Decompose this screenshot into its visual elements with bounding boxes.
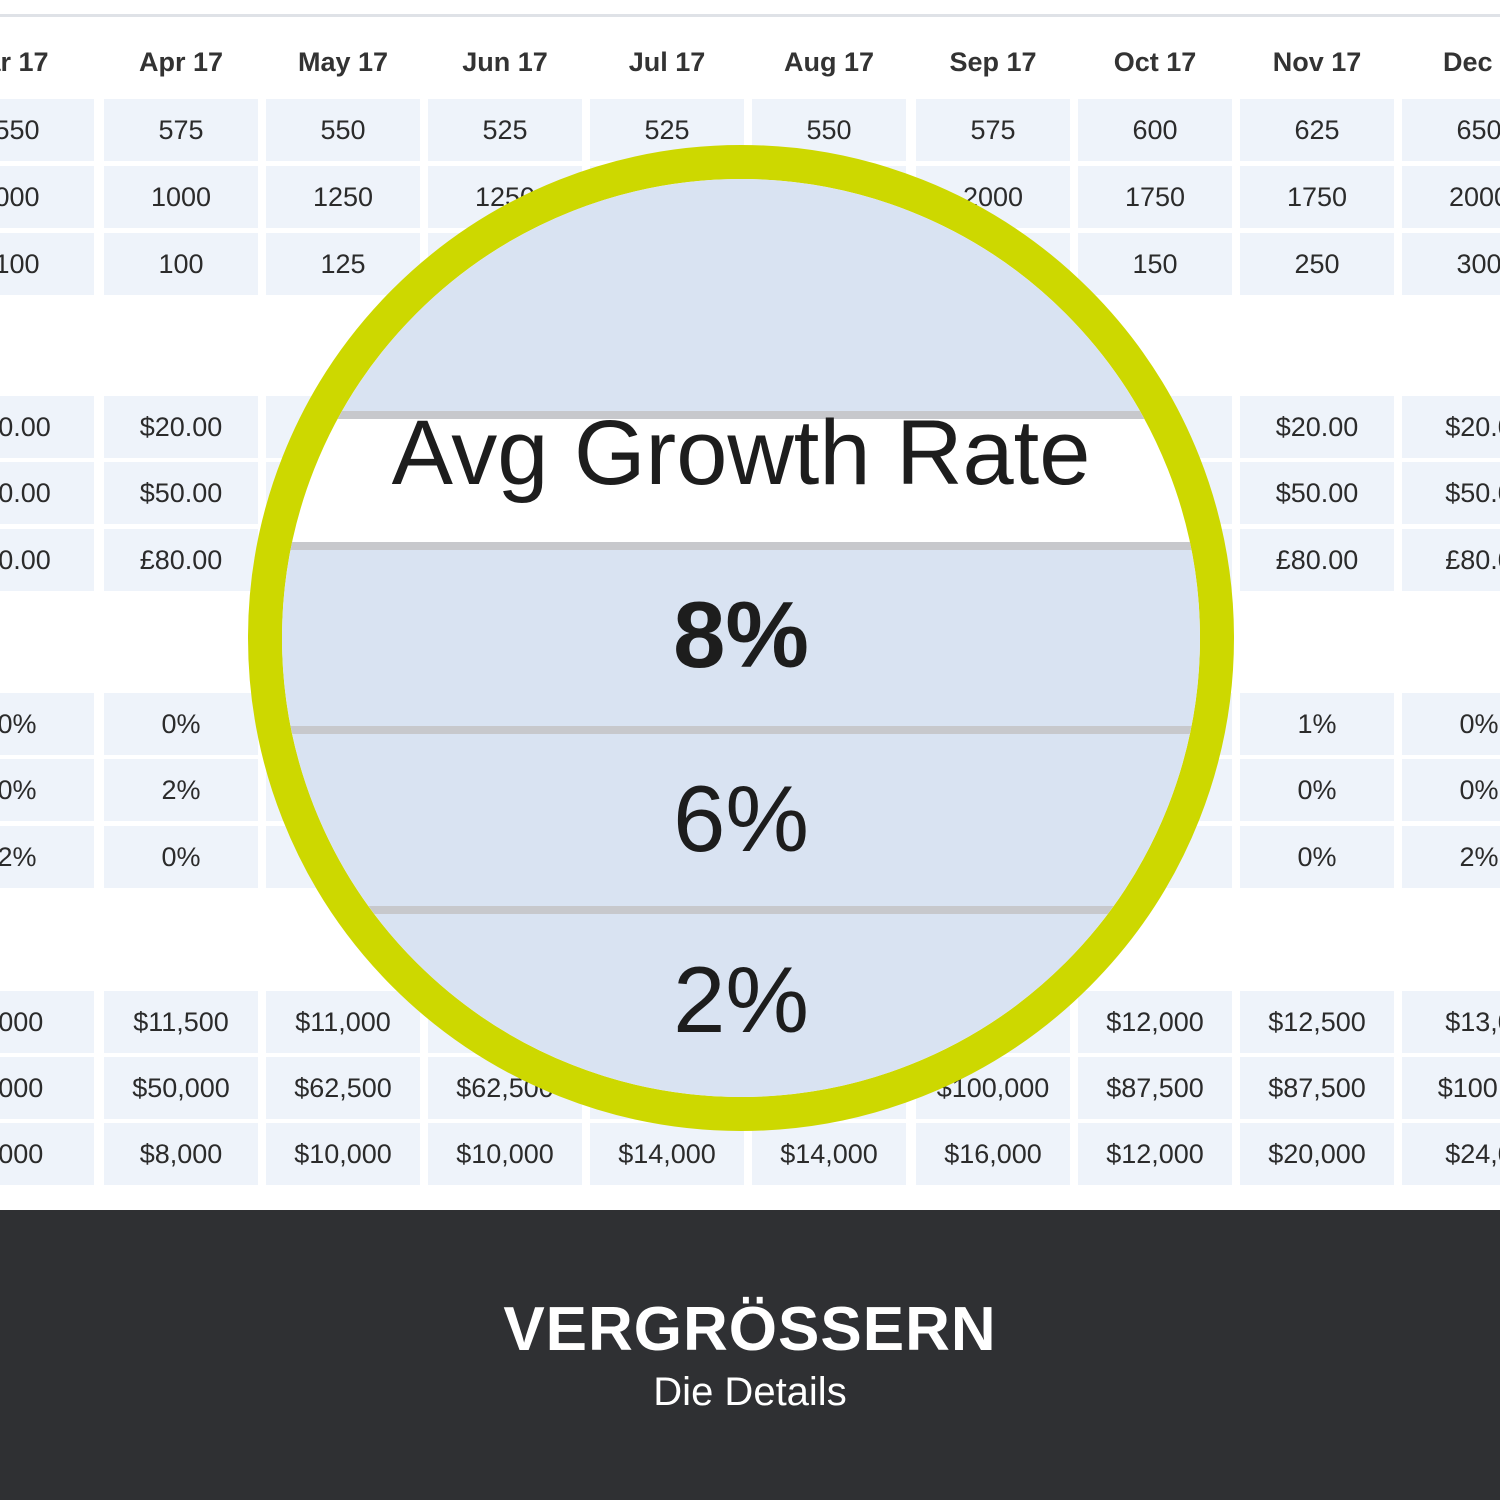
magnifier-value-1: 8% — [673, 582, 809, 687]
table-cell: 20.00 — [0, 396, 94, 458]
table-cell: $87,500 — [1240, 1057, 1394, 1119]
table-cell: 0% — [104, 826, 258, 888]
table-cell: 0% — [1402, 693, 1500, 755]
magnifier-circle: Avg Growth Rate 8% 6% 2% — [248, 145, 1234, 1131]
table-cell: $11,500 — [104, 991, 258, 1053]
magnifier-row-1 — [282, 550, 1200, 726]
table-cell: ,000 — [0, 1057, 94, 1119]
column-header: Oct 17 — [1113, 46, 1197, 77]
table-cell: £80.00 — [1240, 529, 1394, 591]
column-header: Sep 17 — [949, 46, 1037, 77]
footer-banner: VERGRÖSSERN Die Details — [0, 1210, 1500, 1500]
table-cell: 625 — [1240, 99, 1394, 161]
table-cell: 2% — [104, 759, 258, 821]
table-cell: $20.00 — [104, 396, 258, 458]
table-cell: $14,000 — [752, 1123, 906, 1185]
table-cell: 575 — [916, 99, 1070, 161]
table-cell: $100,0 — [1402, 1057, 1500, 1119]
column-header: Jun 17 — [462, 46, 548, 77]
table-cell: 0% — [104, 693, 258, 755]
table-cell: 525 — [428, 99, 582, 161]
table-cell: 650 — [1402, 99, 1500, 161]
table-cell: $24,0 — [1402, 1123, 1500, 1185]
table-cell: $13,0 — [1402, 991, 1500, 1053]
table-cell: $8,000 — [104, 1123, 258, 1185]
magnifier-row-top — [282, 179, 1200, 413]
column-header: Aug 17 — [783, 46, 875, 77]
magnifier-separator — [282, 726, 1200, 734]
table-cell: 1% — [1240, 693, 1394, 755]
top-divider — [0, 14, 1500, 17]
column-header: Jul 17 — [628, 46, 706, 77]
magnifier-heading: Avg Growth Rate — [391, 402, 1091, 504]
table-cell: 1000 — [104, 166, 258, 228]
column-header: May 17 — [297, 46, 389, 77]
table-cell: 550 — [266, 99, 420, 161]
magnifier-value-3: 2% — [673, 947, 809, 1052]
column-header: Nov 17 — [1272, 46, 1362, 77]
column-header: Dec 1 — [1442, 46, 1500, 77]
table-cell: 2000 — [1402, 166, 1500, 228]
table-cell: £80.0 — [1402, 529, 1500, 591]
table-cell: 575 — [104, 99, 258, 161]
table-cell: 0% — [1402, 759, 1500, 821]
table-cell: $50.0 — [1402, 462, 1500, 524]
table-cell: 0% — [1240, 759, 1394, 821]
table-cell: $20,000 — [1240, 1123, 1394, 1185]
table-cell: 1750 — [1240, 166, 1394, 228]
magnifier-separator — [282, 542, 1200, 550]
magnifier-value-2: 6% — [673, 766, 809, 871]
table-cell: $20.00 — [1240, 396, 1394, 458]
table-cell: 0% — [1240, 826, 1394, 888]
table-cell: 0% — [0, 693, 94, 755]
table-cell: $20.0 — [1402, 396, 1500, 458]
table-cell: 50.00 — [0, 462, 94, 524]
table-cell: $10,000 — [266, 1123, 420, 1185]
table-cell: $14,000 — [590, 1123, 744, 1185]
table-cell: 100 — [104, 233, 258, 295]
table-cell: $50.00 — [104, 462, 258, 524]
table-cell: 600 — [1078, 99, 1232, 161]
table-cell: ,000 — [0, 1123, 94, 1185]
column-header: Apr 17 — [138, 46, 224, 77]
table-cell: $12,500 — [1240, 991, 1394, 1053]
table-cell: $16,000 — [916, 1123, 1070, 1185]
table-cell: 0% — [0, 759, 94, 821]
footer-subtitle: Die Details — [653, 1370, 847, 1414]
footer-title: VERGRÖSSERN — [503, 1295, 997, 1364]
table-cell: $50,000 — [104, 1057, 258, 1119]
table-cell: $50.00 — [1240, 462, 1394, 524]
table-cell: £80.00 — [104, 529, 258, 591]
column-header: ar 17 — [0, 46, 49, 77]
magnifier-separator — [282, 411, 1200, 419]
table-cell: ,000 — [0, 991, 94, 1053]
magnifier-separator — [282, 906, 1200, 914]
table-cell: 550 — [0, 99, 94, 161]
magnifier-row-3 — [282, 914, 1200, 1097]
table-cell: 000 — [0, 166, 94, 228]
table-cell: $12,000 — [1078, 1123, 1232, 1185]
magnifier-row-2 — [282, 734, 1200, 906]
table-cell: 2% — [1402, 826, 1500, 888]
table-cell: $10,000 — [428, 1123, 582, 1185]
table-cell: 2% — [0, 826, 94, 888]
table-cell: 80.00 — [0, 529, 94, 591]
table-cell: 250 — [1240, 233, 1394, 295]
table-cell: 300 — [1402, 233, 1500, 295]
table-cell: 100 — [0, 233, 94, 295]
